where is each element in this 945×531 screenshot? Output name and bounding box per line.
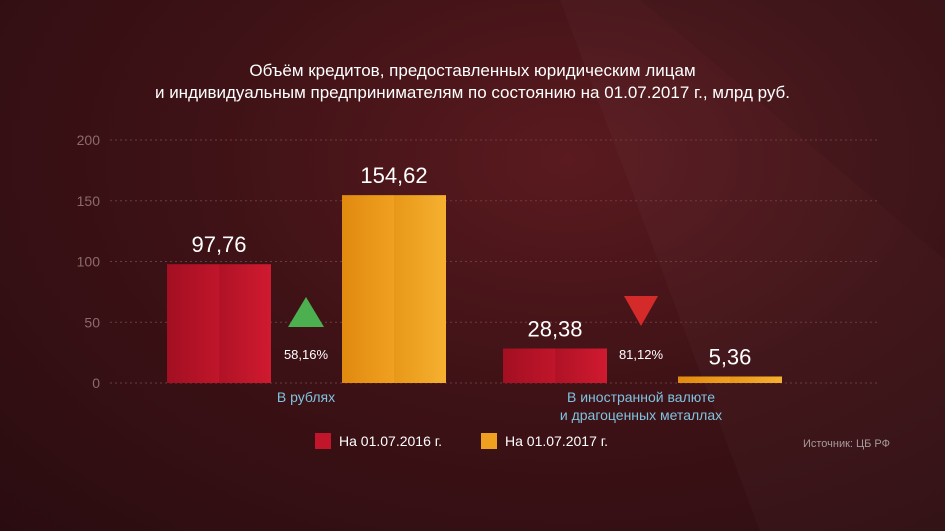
category-label: В иностранной валюте bbox=[567, 389, 715, 405]
y-tick-label: 100 bbox=[77, 254, 101, 270]
legend-label: На 01.07.2017 г. bbox=[505, 433, 608, 449]
chart-title: Объём кредитов, предоставленных юридичес… bbox=[0, 60, 945, 104]
category-label: и драгоценных металлах bbox=[560, 407, 722, 423]
bar-value-label: 154,62 bbox=[360, 163, 427, 188]
y-tick-label: 150 bbox=[77, 193, 101, 209]
legend-swatch bbox=[315, 433, 331, 449]
y-tick-label: 50 bbox=[84, 314, 100, 330]
change-percent-label: 58,16% bbox=[284, 347, 329, 362]
legend-label: На 01.07.2016 г. bbox=[339, 433, 442, 449]
bar-value-label: 97,76 bbox=[191, 232, 246, 257]
y-tick-label: 200 bbox=[77, 132, 101, 148]
bar bbox=[678, 376, 782, 383]
category-label: В рублях bbox=[277, 389, 335, 405]
up-arrow-icon bbox=[288, 297, 324, 327]
source-note: Источник: ЦБ РФ bbox=[803, 438, 890, 450]
change-percent-label: 81,12% bbox=[619, 347, 664, 362]
bar bbox=[503, 348, 607, 383]
chart-title-line-2: и индивидуальным предпринимателям по сос… bbox=[154, 83, 791, 102]
down-arrow-icon bbox=[624, 296, 658, 326]
bar-value-label: 28,38 bbox=[527, 317, 582, 342]
y-tick-label: 0 bbox=[92, 375, 100, 391]
legend-swatch bbox=[481, 433, 497, 449]
bar bbox=[342, 195, 446, 383]
bar-value-label: 5,36 bbox=[709, 344, 752, 369]
bar bbox=[167, 264, 271, 383]
chart-title-line-1: Объём кредитов, предоставленных юридичес… bbox=[249, 61, 696, 80]
